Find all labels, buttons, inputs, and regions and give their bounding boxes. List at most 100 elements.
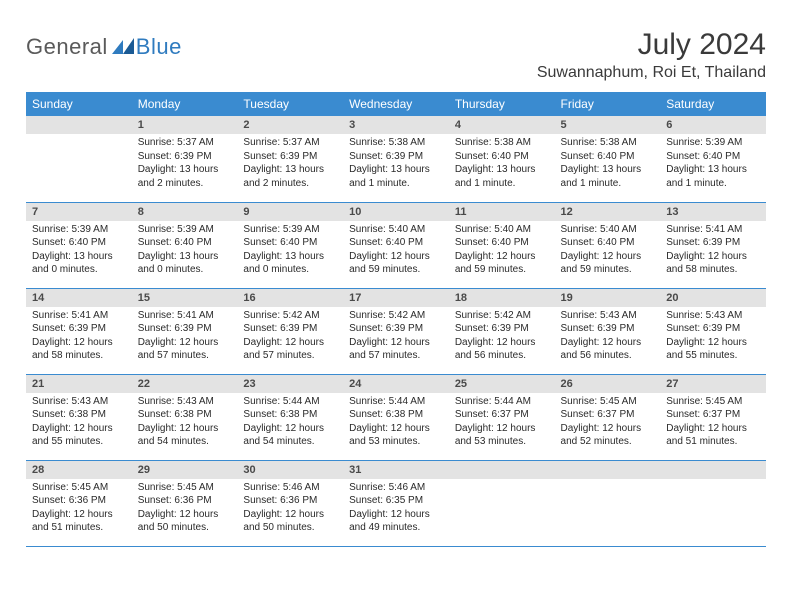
calendar-cell: 12Sunrise: 5:40 AMSunset: 6:40 PMDayligh… (555, 202, 661, 288)
day-number-empty (26, 116, 132, 134)
daylight-line: Daylight: 12 hours and 51 minutes. (666, 422, 760, 449)
header: General Blue July 2024 Suwannaphum, Roi … (26, 28, 766, 82)
day-details: Sunrise: 5:44 AMSunset: 6:38 PMDaylight:… (343, 393, 449, 453)
daylight-line: Daylight: 12 hours and 59 minutes. (349, 250, 443, 277)
sunset-line: Sunset: 6:39 PM (243, 150, 337, 164)
day-number-empty (660, 461, 766, 479)
calendar-cell (26, 116, 132, 202)
sunset-line: Sunset: 6:37 PM (561, 408, 655, 422)
day-details: Sunrise: 5:37 AMSunset: 6:39 PMDaylight:… (237, 134, 343, 194)
sunrise-line: Sunrise: 5:39 AM (243, 223, 337, 237)
month-title: July 2024 (537, 28, 766, 62)
calendar-row: 14Sunrise: 5:41 AMSunset: 6:39 PMDayligh… (26, 288, 766, 374)
sunrise-line: Sunrise: 5:43 AM (561, 309, 655, 323)
sunrise-line: Sunrise: 5:41 AM (666, 223, 760, 237)
sunrise-line: Sunrise: 5:41 AM (138, 309, 232, 323)
day-details: Sunrise: 5:43 AMSunset: 6:39 PMDaylight:… (555, 307, 661, 367)
sunset-line: Sunset: 6:40 PM (455, 150, 549, 164)
sunrise-line: Sunrise: 5:40 AM (455, 223, 549, 237)
calendar-cell: 11Sunrise: 5:40 AMSunset: 6:40 PMDayligh… (449, 202, 555, 288)
calendar-cell: 14Sunrise: 5:41 AMSunset: 6:39 PMDayligh… (26, 288, 132, 374)
day-details: Sunrise: 5:45 AMSunset: 6:37 PMDaylight:… (660, 393, 766, 453)
calendar-cell: 26Sunrise: 5:45 AMSunset: 6:37 PMDayligh… (555, 374, 661, 460)
daylight-line: Daylight: 12 hours and 51 minutes. (32, 508, 126, 535)
sunrise-line: Sunrise: 5:46 AM (243, 481, 337, 495)
day-number-empty (449, 461, 555, 479)
day-number: 13 (660, 203, 766, 221)
sunrise-line: Sunrise: 5:40 AM (349, 223, 443, 237)
day-details: Sunrise: 5:43 AMSunset: 6:39 PMDaylight:… (660, 307, 766, 367)
day-details: Sunrise: 5:45 AMSunset: 6:37 PMDaylight:… (555, 393, 661, 453)
day-number: 16 (237, 289, 343, 307)
day-details: Sunrise: 5:42 AMSunset: 6:39 PMDaylight:… (449, 307, 555, 367)
sunset-line: Sunset: 6:39 PM (349, 322, 443, 336)
sunset-line: Sunset: 6:35 PM (349, 494, 443, 508)
calendar-cell: 17Sunrise: 5:42 AMSunset: 6:39 PMDayligh… (343, 288, 449, 374)
sunrise-line: Sunrise: 5:37 AM (243, 136, 337, 150)
day-details: Sunrise: 5:39 AMSunset: 6:40 PMDaylight:… (660, 134, 766, 194)
day-details: Sunrise: 5:39 AMSunset: 6:40 PMDaylight:… (237, 221, 343, 281)
sunrise-line: Sunrise: 5:44 AM (349, 395, 443, 409)
sunset-line: Sunset: 6:37 PM (666, 408, 760, 422)
sunset-line: Sunset: 6:38 PM (32, 408, 126, 422)
sunset-line: Sunset: 6:38 PM (349, 408, 443, 422)
day-number: 31 (343, 461, 449, 479)
day-number: 21 (26, 375, 132, 393)
daylight-line: Daylight: 12 hours and 57 minutes. (349, 336, 443, 363)
sunset-line: Sunset: 6:40 PM (561, 150, 655, 164)
calendar-cell: 13Sunrise: 5:41 AMSunset: 6:39 PMDayligh… (660, 202, 766, 288)
daylight-line: Daylight: 12 hours and 54 minutes. (243, 422, 337, 449)
sunset-line: Sunset: 6:40 PM (455, 236, 549, 250)
sunrise-line: Sunrise: 5:38 AM (561, 136, 655, 150)
calendar-cell: 29Sunrise: 5:45 AMSunset: 6:36 PMDayligh… (132, 460, 238, 546)
calendar-cell: 3Sunrise: 5:38 AMSunset: 6:39 PMDaylight… (343, 116, 449, 202)
weekday-saturday: Saturday (660, 92, 766, 116)
day-number: 30 (237, 461, 343, 479)
sunrise-line: Sunrise: 5:45 AM (138, 481, 232, 495)
daylight-line: Daylight: 13 hours and 1 minute. (666, 163, 760, 190)
calendar-cell: 6Sunrise: 5:39 AMSunset: 6:40 PMDaylight… (660, 116, 766, 202)
sunrise-line: Sunrise: 5:42 AM (455, 309, 549, 323)
daylight-line: Daylight: 12 hours and 54 minutes. (138, 422, 232, 449)
sunset-line: Sunset: 6:39 PM (243, 322, 337, 336)
calendar-cell: 21Sunrise: 5:43 AMSunset: 6:38 PMDayligh… (26, 374, 132, 460)
sunset-line: Sunset: 6:36 PM (243, 494, 337, 508)
logo-text-general: General (26, 34, 108, 60)
calendar-cell: 7Sunrise: 5:39 AMSunset: 6:40 PMDaylight… (26, 202, 132, 288)
daylight-line: Daylight: 12 hours and 50 minutes. (243, 508, 337, 535)
day-number: 24 (343, 375, 449, 393)
day-number: 17 (343, 289, 449, 307)
daylight-line: Daylight: 13 hours and 1 minute. (455, 163, 549, 190)
calendar-cell: 27Sunrise: 5:45 AMSunset: 6:37 PMDayligh… (660, 374, 766, 460)
calendar-cell: 25Sunrise: 5:44 AMSunset: 6:37 PMDayligh… (449, 374, 555, 460)
logo-mark-icon (112, 38, 134, 54)
calendar-cell: 2Sunrise: 5:37 AMSunset: 6:39 PMDaylight… (237, 116, 343, 202)
day-number: 27 (660, 375, 766, 393)
weekday-thursday: Thursday (449, 92, 555, 116)
daylight-line: Daylight: 12 hours and 59 minutes. (561, 250, 655, 277)
sunset-line: Sunset: 6:36 PM (32, 494, 126, 508)
day-details: Sunrise: 5:46 AMSunset: 6:35 PMDaylight:… (343, 479, 449, 539)
day-details: Sunrise: 5:40 AMSunset: 6:40 PMDaylight:… (343, 221, 449, 281)
daylight-line: Daylight: 12 hours and 55 minutes. (32, 422, 126, 449)
sunrise-line: Sunrise: 5:46 AM (349, 481, 443, 495)
sunset-line: Sunset: 6:38 PM (243, 408, 337, 422)
day-details: Sunrise: 5:45 AMSunset: 6:36 PMDaylight:… (132, 479, 238, 539)
calendar-row: 7Sunrise: 5:39 AMSunset: 6:40 PMDaylight… (26, 202, 766, 288)
weekday-monday: Monday (132, 92, 238, 116)
sunrise-line: Sunrise: 5:43 AM (666, 309, 760, 323)
day-number: 23 (237, 375, 343, 393)
day-number: 18 (449, 289, 555, 307)
day-number: 8 (132, 203, 238, 221)
day-details: Sunrise: 5:46 AMSunset: 6:36 PMDaylight:… (237, 479, 343, 539)
day-details: Sunrise: 5:42 AMSunset: 6:39 PMDaylight:… (343, 307, 449, 367)
day-number: 20 (660, 289, 766, 307)
sunset-line: Sunset: 6:39 PM (455, 322, 549, 336)
day-number: 12 (555, 203, 661, 221)
daylight-line: Daylight: 12 hours and 53 minutes. (455, 422, 549, 449)
day-details: Sunrise: 5:43 AMSunset: 6:38 PMDaylight:… (26, 393, 132, 453)
daylight-line: Daylight: 12 hours and 55 minutes. (666, 336, 760, 363)
calendar-cell: 18Sunrise: 5:42 AMSunset: 6:39 PMDayligh… (449, 288, 555, 374)
day-number: 26 (555, 375, 661, 393)
weekday-header-row: Sunday Monday Tuesday Wednesday Thursday… (26, 92, 766, 116)
